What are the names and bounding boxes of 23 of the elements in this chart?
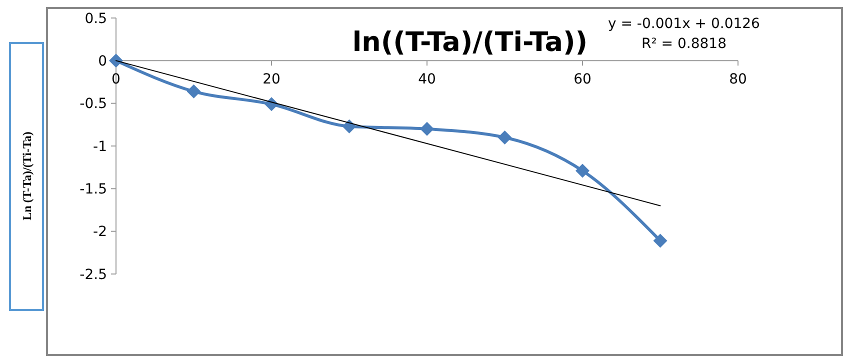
point xyxy=(109,54,123,68)
y-tick-label: 0.5 xyxy=(84,10,107,27)
y-tick-label: -1 xyxy=(93,138,107,155)
y-tick-label: -1.5 xyxy=(80,182,107,198)
y-axis-title: Ln (T-Ta)/(Ti-Ta) xyxy=(20,132,34,220)
point xyxy=(498,130,512,144)
chart-title: ln((T-Ta)/(Ti-Ta)) xyxy=(352,27,588,58)
y-tick-label: -2 xyxy=(93,224,107,240)
x-tick-label: 0 xyxy=(112,72,120,88)
x-tick-label: 60 xyxy=(574,72,592,88)
point xyxy=(186,84,201,98)
y-tick-label: -0.5 xyxy=(80,96,107,112)
x-tick-label: 80 xyxy=(729,72,747,88)
point xyxy=(576,164,590,178)
x-tick-label: 40 xyxy=(418,72,436,88)
y-tick-label: -2.5 xyxy=(80,266,107,283)
x-tick-label: 20 xyxy=(262,72,280,88)
point xyxy=(342,119,356,134)
annotation: y = -0.001x + 0.0126 xyxy=(608,16,760,32)
annotation: R² = 0.8818 xyxy=(642,36,726,52)
point xyxy=(653,234,668,248)
y-tick-label: 0 xyxy=(98,54,107,70)
point xyxy=(420,122,434,136)
